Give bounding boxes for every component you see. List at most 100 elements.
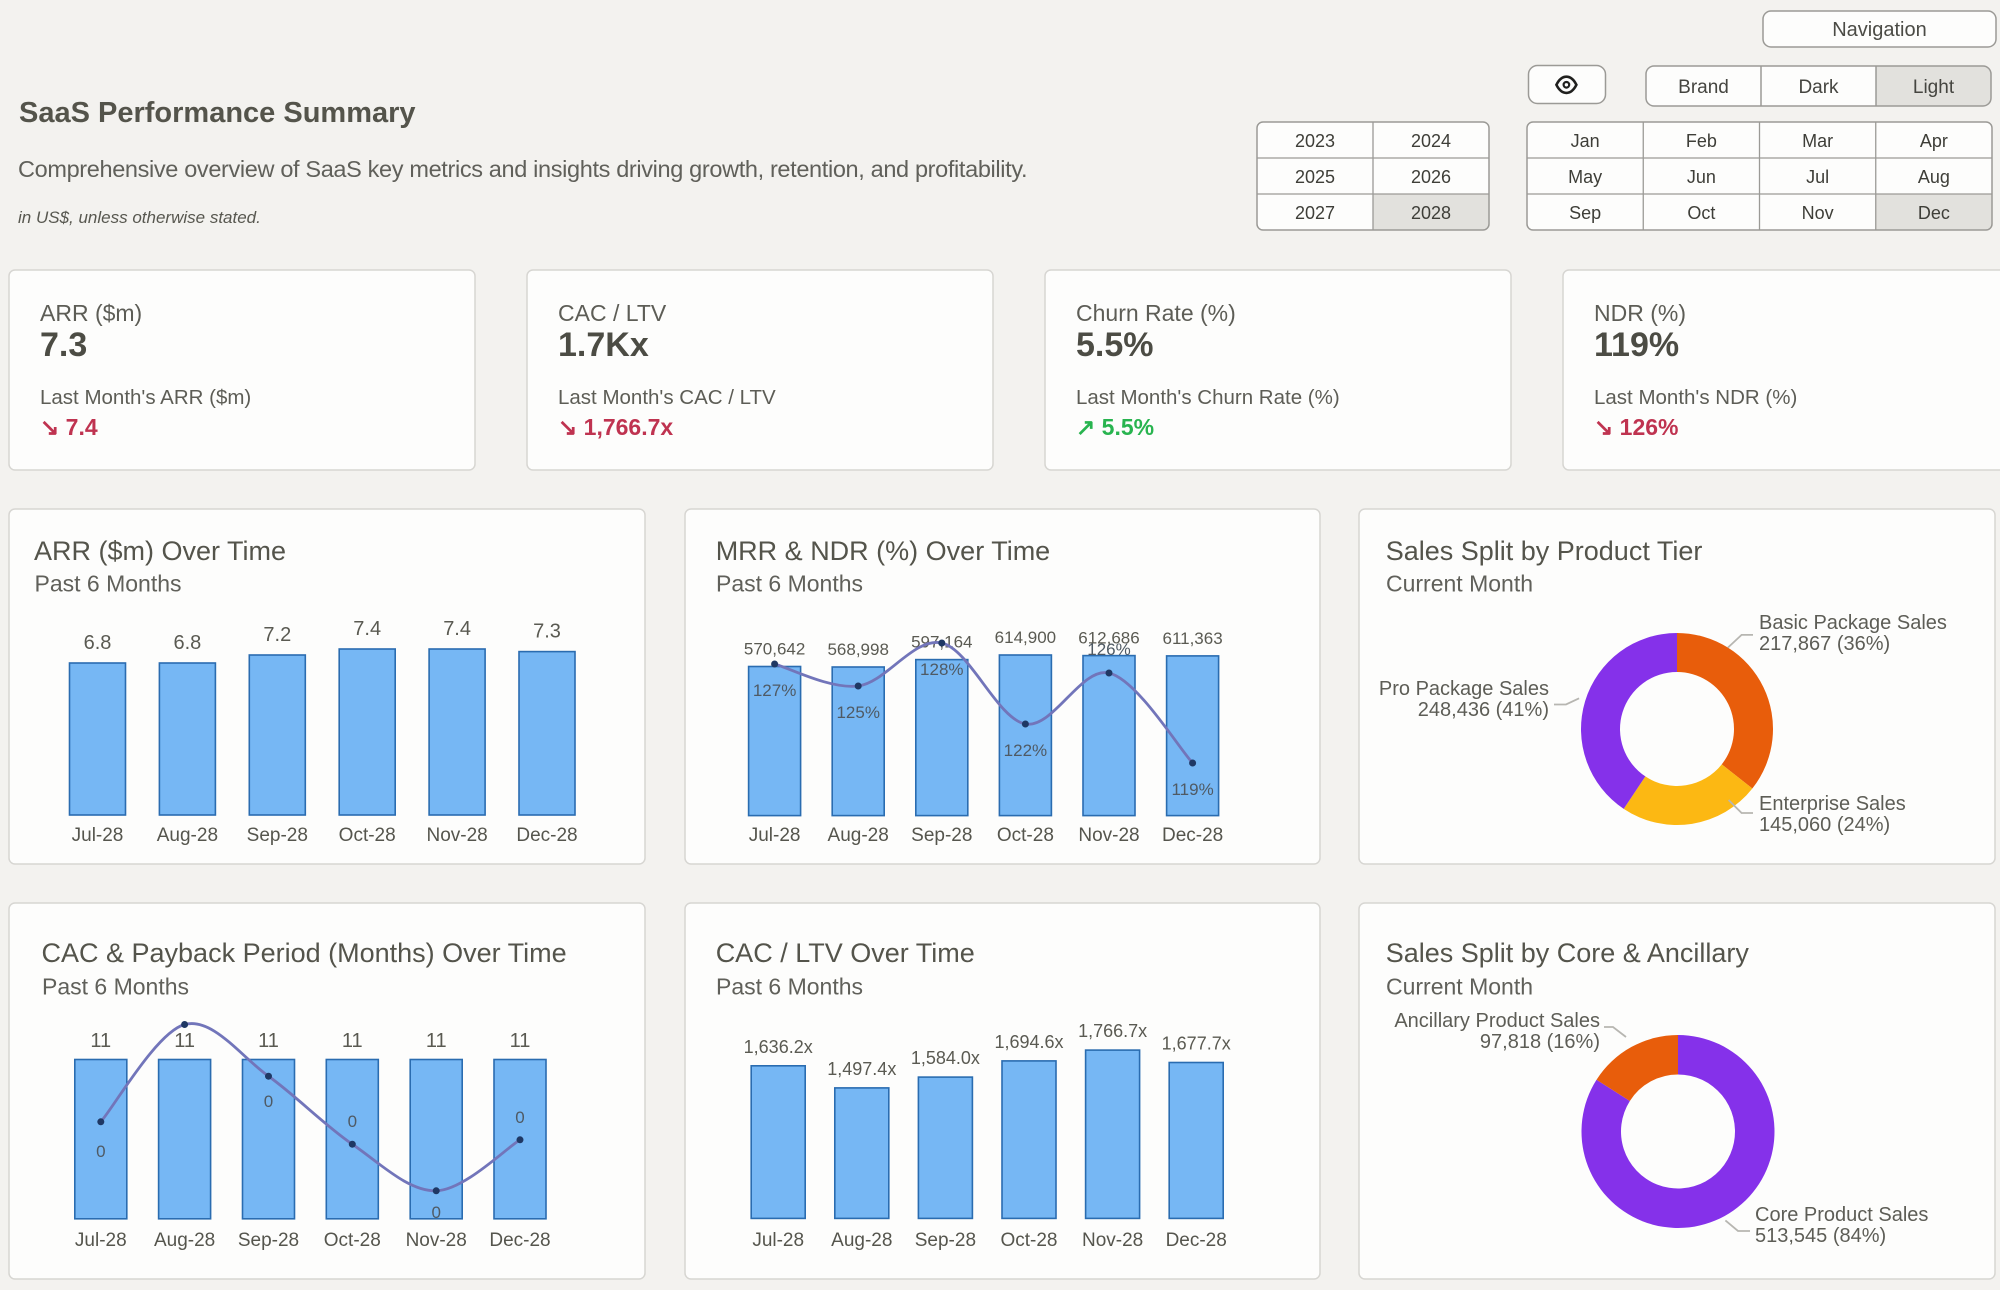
svg-text:Dec-28: Dec-28 bbox=[1162, 825, 1223, 846]
svg-text:7.4: 7.4 bbox=[353, 618, 381, 640]
svg-text:570,642: 570,642 bbox=[744, 640, 805, 659]
svg-text:Pro Package Sales: Pro Package Sales bbox=[1379, 678, 1549, 700]
svg-text:126%: 126% bbox=[1087, 640, 1130, 659]
svg-text:Sep-28: Sep-28 bbox=[911, 825, 972, 846]
svg-text:11: 11 bbox=[510, 1030, 531, 1052]
svg-text:Nov-28: Nov-28 bbox=[1082, 1230, 1143, 1251]
svg-text:11: 11 bbox=[342, 1030, 363, 1052]
svg-text:Past 6 Months: Past 6 Months bbox=[716, 974, 863, 1000]
svg-text:Light: Light bbox=[1913, 77, 1955, 98]
svg-text:2024: 2024 bbox=[1411, 131, 1451, 151]
svg-text:Jul-28: Jul-28 bbox=[75, 1230, 127, 1251]
svg-text:0: 0 bbox=[515, 1108, 524, 1127]
svg-text:217,867 (36%): 217,867 (36%) bbox=[1759, 633, 1890, 655]
svg-text:Aug-28: Aug-28 bbox=[828, 825, 889, 846]
svg-text:0: 0 bbox=[264, 1092, 273, 1111]
svg-text:0: 0 bbox=[431, 1203, 440, 1222]
svg-text:2028: 2028 bbox=[1411, 203, 1451, 223]
svg-text:0: 0 bbox=[96, 1142, 105, 1161]
svg-text:119%: 119% bbox=[1594, 326, 1679, 364]
svg-text:11: 11 bbox=[258, 1030, 279, 1052]
svg-text:Dark: Dark bbox=[1798, 77, 1839, 98]
svg-text:513,545 (84%): 513,545 (84%) bbox=[1755, 1225, 1886, 1247]
svg-text:Dec-28: Dec-28 bbox=[1166, 1230, 1227, 1251]
svg-text:127%: 127% bbox=[753, 681, 796, 700]
svg-text:Aug-28: Aug-28 bbox=[154, 1230, 215, 1251]
svg-text:Oct-28: Oct-28 bbox=[997, 825, 1054, 846]
svg-text:MRR & NDR (%) Over Time: MRR & NDR (%) Over Time bbox=[716, 536, 1051, 566]
svg-text:97,818 (16%): 97,818 (16%) bbox=[1480, 1031, 1600, 1053]
svg-text:Oct: Oct bbox=[1687, 203, 1715, 223]
svg-text:145,060 (24%): 145,060 (24%) bbox=[1759, 814, 1890, 836]
svg-text:1.7Kx: 1.7Kx bbox=[558, 326, 649, 364]
svg-text:1,766.7x: 1,766.7x bbox=[1078, 1021, 1147, 1041]
svg-text:NDR (%): NDR (%) bbox=[1594, 300, 1686, 326]
svg-text:Sales Split by Core & Ancillar: Sales Split by Core & Ancillary bbox=[1386, 938, 1750, 968]
svg-text:CAC / LTV Over Time: CAC / LTV Over Time bbox=[716, 938, 975, 968]
svg-text:Jun: Jun bbox=[1687, 167, 1716, 187]
svg-text:↘ 7.4: ↘ 7.4 bbox=[40, 414, 98, 440]
svg-text:Nov-28: Nov-28 bbox=[406, 1230, 467, 1251]
svg-text:Apr: Apr bbox=[1920, 131, 1948, 151]
svg-text:Current Month: Current Month bbox=[1386, 974, 1533, 1000]
svg-text:125%: 125% bbox=[836, 703, 879, 722]
svg-text:May: May bbox=[1568, 167, 1602, 187]
svg-text:128%: 128% bbox=[920, 660, 963, 679]
svg-text:Mar: Mar bbox=[1802, 131, 1833, 151]
svg-text:Jul: Jul bbox=[1806, 167, 1829, 187]
svg-text:↘ 126%: ↘ 126% bbox=[1594, 414, 1679, 440]
svg-text:0: 0 bbox=[348, 1112, 357, 1131]
svg-text:6.8: 6.8 bbox=[84, 632, 112, 654]
svg-text:Comprehensive overview of SaaS: Comprehensive overview of SaaS key metri… bbox=[18, 156, 1027, 182]
svg-text:7.3: 7.3 bbox=[40, 326, 87, 364]
svg-text:Nov-28: Nov-28 bbox=[426, 825, 487, 846]
svg-text:Brand: Brand bbox=[1678, 77, 1729, 98]
svg-text:CAC / LTV: CAC / LTV bbox=[558, 300, 667, 326]
svg-text:Past 6 Months: Past 6 Months bbox=[35, 571, 182, 597]
svg-text:in US$, unless otherwise state: in US$, unless otherwise stated. bbox=[18, 208, 261, 227]
svg-text:Core Product Sales: Core Product Sales bbox=[1755, 1204, 1928, 1226]
svg-text:568,998: 568,998 bbox=[827, 640, 888, 659]
svg-text:Oct-28: Oct-28 bbox=[324, 1230, 381, 1251]
svg-text:614,900: 614,900 bbox=[995, 628, 1056, 647]
svg-text:Jan: Jan bbox=[1571, 131, 1600, 151]
svg-text:7.4: 7.4 bbox=[443, 618, 471, 640]
svg-text:Dec-28: Dec-28 bbox=[489, 1230, 550, 1251]
svg-text:11: 11 bbox=[90, 1030, 111, 1052]
svg-text:Aug-28: Aug-28 bbox=[831, 1230, 892, 1251]
svg-text:Dec-28: Dec-28 bbox=[516, 825, 577, 846]
svg-text:1,584.0x: 1,584.0x bbox=[911, 1048, 980, 1068]
svg-text:Enterprise Sales: Enterprise Sales bbox=[1759, 793, 1906, 815]
svg-text:248,436 (41%): 248,436 (41%) bbox=[1418, 699, 1549, 721]
svg-text:Oct-28: Oct-28 bbox=[339, 825, 396, 846]
svg-text:ARR ($m): ARR ($m) bbox=[40, 300, 142, 326]
svg-text:2023: 2023 bbox=[1295, 131, 1335, 151]
svg-text:Sep: Sep bbox=[1569, 203, 1601, 223]
svg-text:CAC & Payback Period (Months): CAC & Payback Period (Months) Over Time bbox=[42, 938, 567, 968]
svg-text:Jul-28: Jul-28 bbox=[752, 1230, 804, 1251]
svg-text:Sales Split by Product Tier: Sales Split by Product Tier bbox=[1386, 536, 1703, 566]
svg-text:11: 11 bbox=[174, 1030, 195, 1052]
svg-text:Aug-28: Aug-28 bbox=[157, 825, 218, 846]
svg-text:Sep-28: Sep-28 bbox=[915, 1230, 976, 1251]
svg-text:Last Month's NDR (%): Last Month's NDR (%) bbox=[1594, 386, 1797, 409]
svg-text:Nov: Nov bbox=[1802, 203, 1834, 223]
svg-text:2027: 2027 bbox=[1295, 203, 1335, 223]
svg-text:7.3: 7.3 bbox=[533, 621, 561, 643]
svg-text:Feb: Feb bbox=[1686, 131, 1717, 151]
svg-text:Last Month's Churn Rate (%): Last Month's Churn Rate (%) bbox=[1076, 386, 1340, 409]
svg-text:Aug: Aug bbox=[1918, 167, 1950, 187]
svg-text:Sep-28: Sep-28 bbox=[238, 1230, 299, 1251]
svg-text:Basic Package Sales: Basic Package Sales bbox=[1759, 612, 1947, 634]
svg-text:Past 6 Months: Past 6 Months bbox=[42, 974, 189, 1000]
svg-text:ARR ($m) Over Time: ARR ($m) Over Time bbox=[34, 536, 286, 566]
svg-text:1,677.7x: 1,677.7x bbox=[1162, 1034, 1231, 1054]
svg-text:11: 11 bbox=[426, 1030, 447, 1052]
svg-text:1,636.2x: 1,636.2x bbox=[744, 1037, 813, 1057]
svg-text:Sep-28: Sep-28 bbox=[247, 825, 308, 846]
svg-text:Past 6 Months: Past 6 Months bbox=[716, 571, 863, 597]
svg-text:Ancillary Product Sales: Ancillary Product Sales bbox=[1394, 1010, 1600, 1032]
svg-text:2025: 2025 bbox=[1295, 167, 1335, 187]
svg-text:Oct-28: Oct-28 bbox=[1000, 1230, 1057, 1251]
svg-text:1,694.6x: 1,694.6x bbox=[994, 1032, 1063, 1052]
